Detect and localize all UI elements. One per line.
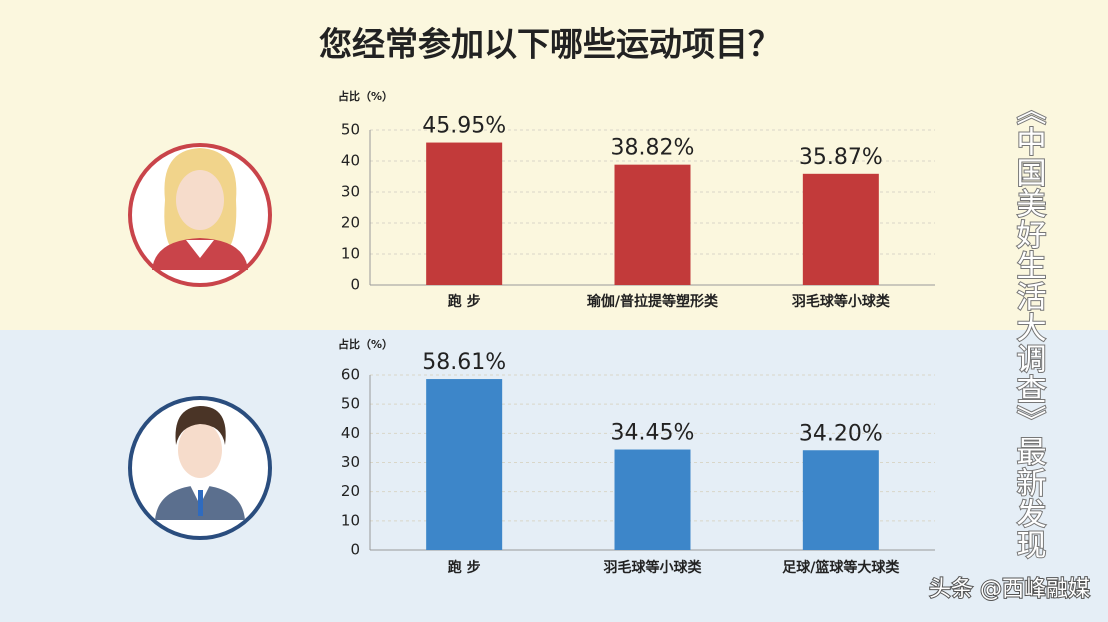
value-label: 58.61% (422, 350, 506, 375)
bar (426, 142, 503, 285)
value-label: 45.95% (422, 114, 506, 139)
x-tick-label: 羽毛球等小球类 (792, 293, 891, 310)
bar (802, 173, 879, 285)
y-tick-label: 40 (341, 424, 360, 442)
bar (426, 379, 503, 550)
page-title: 您经常参加以下哪些运动项目？ (319, 25, 781, 64)
value-label: 34.20% (799, 421, 883, 446)
x-tick-label: 足球/篮球等大球类 (782, 559, 900, 576)
x-tick-label: 瑜伽/普拉提等塑形类 (587, 293, 719, 310)
y-tick-label: 50 (341, 121, 360, 139)
x-tick-label: 跑 步 (448, 293, 481, 310)
bar (614, 164, 691, 285)
male-avatar (128, 396, 272, 540)
value-label: 34.45% (611, 421, 695, 446)
side-text: 《中国美好生活大调查》最新发现 (1011, 95, 1047, 560)
female-avatar (128, 143, 272, 287)
y-tick-label: 20 (341, 214, 360, 232)
y-axis-label: 占比（%） (338, 89, 393, 103)
value-label: 38.82% (611, 136, 695, 161)
y-axis-label: 占比（%） (338, 337, 393, 351)
x-tick-label: 羽毛球等小球类 (604, 559, 703, 576)
y-tick-label: 50 (341, 395, 360, 413)
y-tick-label: 10 (341, 511, 360, 529)
bar (802, 450, 879, 550)
y-tick-label: 10 (341, 245, 360, 263)
y-tick-label: 60 (341, 366, 360, 384)
bar (614, 449, 691, 550)
y-tick-label: 0 (350, 541, 360, 559)
watermark: 头条 @西峰融媒 (929, 577, 1090, 602)
y-tick-label: 20 (341, 482, 360, 500)
x-tick-label: 跑 步 (448, 559, 481, 576)
y-tick-label: 30 (341, 453, 360, 471)
y-tick-label: 0 (350, 276, 360, 294)
y-tick-label: 30 (341, 183, 360, 201)
y-tick-label: 40 (341, 152, 360, 170)
value-label: 35.87% (799, 145, 883, 170)
